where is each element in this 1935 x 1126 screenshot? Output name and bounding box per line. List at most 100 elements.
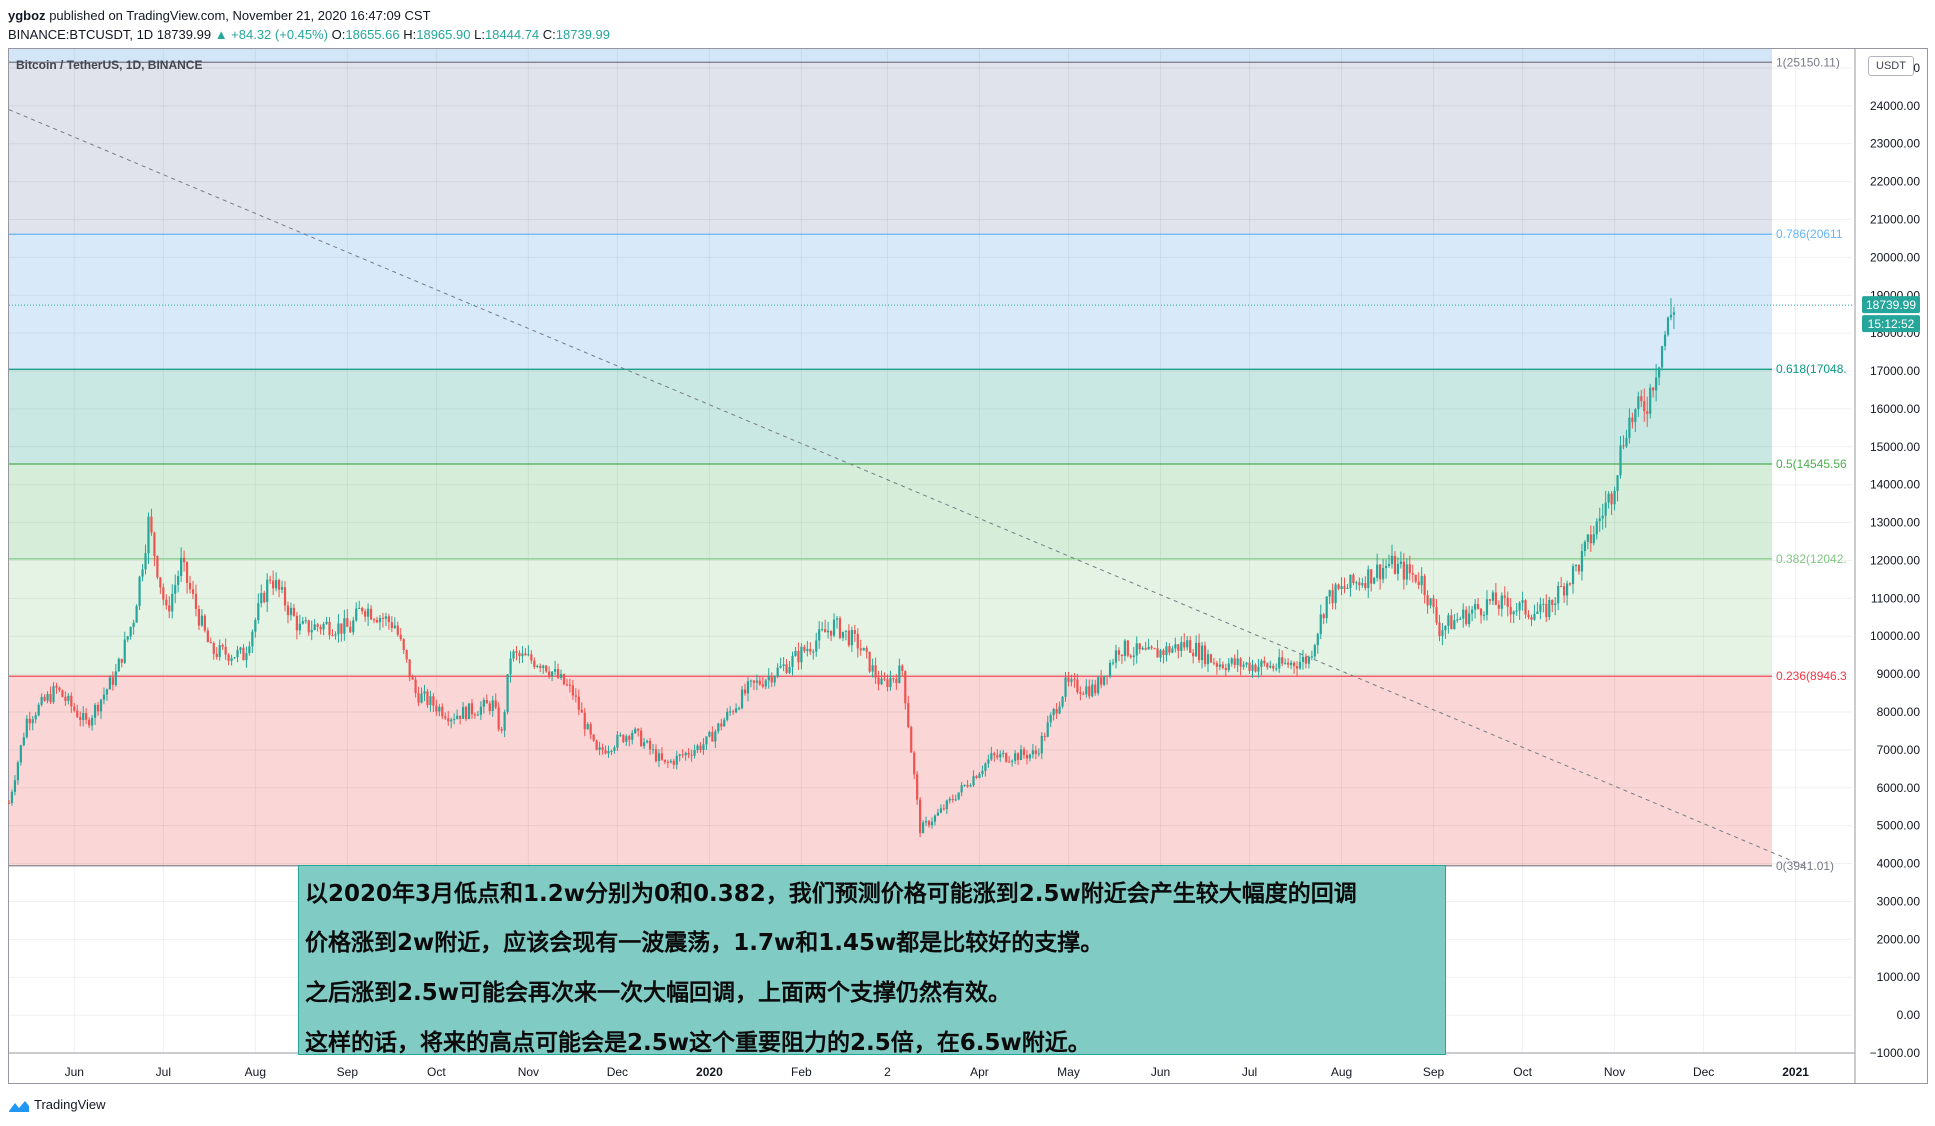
candle-body <box>369 608 373 620</box>
x-tick-label: 2020 <box>696 1065 723 1079</box>
candle-body <box>969 785 972 787</box>
candle-body <box>298 623 301 631</box>
candle-body <box>459 715 462 719</box>
candle-body <box>868 651 871 672</box>
candle-body <box>996 755 999 758</box>
candle-body <box>1625 437 1628 447</box>
candle-body <box>542 665 545 668</box>
candle-body <box>1183 642 1186 648</box>
candle-body <box>461 706 465 719</box>
candle-body <box>417 693 420 703</box>
x-tick-label: 2021 <box>1782 1065 1809 1079</box>
candle-body <box>218 645 221 657</box>
candle-body <box>856 633 859 649</box>
candle-body <box>500 729 503 731</box>
candle-body <box>1120 654 1124 657</box>
candle-body <box>319 626 322 630</box>
candle-body <box>239 647 242 651</box>
y-tick-label: 6000.00 <box>1877 781 1921 795</box>
candle-body <box>1417 581 1420 586</box>
candle-body <box>1393 555 1397 574</box>
candle-body <box>613 747 616 751</box>
candle-body <box>295 615 298 631</box>
candle-body <box>203 615 206 631</box>
candle-body <box>518 652 521 657</box>
candle-body <box>1646 411 1649 414</box>
candle-body <box>79 717 82 720</box>
candle-body <box>990 753 993 760</box>
trendline[interactable] <box>8 109 1808 868</box>
footer-brand[interactable]: TradingView <box>8 1097 106 1113</box>
candle-body <box>325 621 328 624</box>
candle-body <box>242 647 245 661</box>
candle-body <box>334 634 337 636</box>
fib-label-0: 0(3941.01) <box>1776 859 1834 873</box>
candle-body <box>129 627 132 637</box>
footer-brand-label: TradingView <box>34 1097 106 1112</box>
candle-body <box>441 706 444 717</box>
candle-body <box>764 680 767 687</box>
annotation-line-1: 以2020年3月低点和1.2w分别为0和0.382，我们预测价格可能涨到2.5w… <box>305 881 1357 907</box>
candle-body <box>871 665 874 672</box>
candle-body <box>1548 599 1551 618</box>
candle-body <box>1589 534 1592 544</box>
candle-body <box>1408 564 1411 574</box>
candle-body <box>1613 490 1616 505</box>
chart-frame[interactable] <box>8 48 1928 1084</box>
candle-body <box>1379 564 1382 580</box>
candle-body <box>1052 709 1055 716</box>
candle-body <box>524 653 527 656</box>
candle-body <box>1186 640 1189 648</box>
candle-body <box>610 750 613 752</box>
currency-unit-badge[interactable]: USDT <box>1868 56 1914 76</box>
candle-body <box>1560 586 1563 588</box>
annotation-box[interactable]: 以2020年3月低点和1.2w分别为0和0.382，我们预测价格可能涨到2.5w… <box>298 865 1446 1056</box>
candle-body <box>272 580 275 589</box>
candle-body <box>1551 599 1554 606</box>
candle-body <box>640 730 643 747</box>
y-tick-label: 16000.00 <box>1870 402 1920 416</box>
candle-body <box>132 622 135 628</box>
candle-body <box>171 593 174 612</box>
candle-body <box>1016 753 1020 760</box>
candle-body <box>1031 750 1034 755</box>
candle-body <box>1506 597 1509 607</box>
candle-body <box>31 719 34 724</box>
candle-body <box>1159 650 1162 658</box>
last-price-tag[interactable] <box>1862 296 1920 314</box>
candle-body <box>1669 314 1673 318</box>
candle-body <box>628 736 631 740</box>
candle-body <box>889 678 892 688</box>
candle-body <box>936 812 940 816</box>
candle-body <box>1536 611 1539 614</box>
candle-body <box>1367 569 1370 589</box>
candle-body <box>1405 564 1408 580</box>
candle-body <box>1230 658 1233 664</box>
x-tick-label: Sep <box>337 1065 359 1079</box>
candle-body <box>67 695 70 701</box>
candle-body <box>25 718 28 738</box>
candle-body <box>1355 582 1358 584</box>
y-tick-label: 0.00 <box>1897 1008 1921 1022</box>
high-label: H: <box>403 27 417 42</box>
candle-body <box>1028 754 1032 759</box>
publisher-name[interactable]: ygboz <box>8 8 46 23</box>
price-change: ▲ +84.32 (+0.45%) <box>214 27 329 42</box>
candle-body <box>1037 753 1040 755</box>
fib-label-0.236: 0.236(8946.3 <box>1776 669 1847 683</box>
candle-body <box>503 712 506 731</box>
candle-body <box>1082 693 1085 695</box>
candle-body <box>1242 664 1245 667</box>
candle-body <box>1663 334 1667 347</box>
candle-body <box>607 751 610 754</box>
candle-body <box>135 605 138 623</box>
candle-body <box>862 647 865 651</box>
candle-body <box>1289 662 1293 665</box>
candle-body <box>586 724 589 730</box>
candle-body <box>1399 561 1402 564</box>
candle-body <box>637 728 640 731</box>
candle-body <box>568 684 572 686</box>
candle-body <box>275 580 278 589</box>
candle-body <box>260 592 263 604</box>
